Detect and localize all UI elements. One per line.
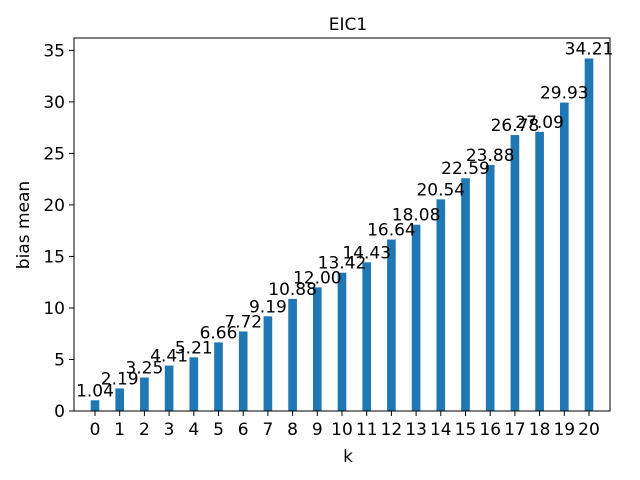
x-tick-label-6: 6	[238, 420, 249, 440]
bar-12	[387, 239, 396, 411]
y-tick-label-35: 35	[43, 41, 65, 61]
bar-18	[535, 131, 544, 411]
data-label-9: 12.00	[293, 268, 342, 288]
data-label-14: 20.54	[416, 180, 465, 200]
chart-title: EIC1	[329, 15, 367, 35]
bar-14	[436, 199, 446, 411]
bar-13	[411, 224, 421, 411]
bar-11	[362, 262, 372, 411]
data-label-17: 26.78	[491, 116, 540, 136]
bar-15	[461, 178, 470, 411]
x-tick-label-13: 13	[405, 420, 427, 440]
data-label-6: 7.72	[224, 312, 262, 332]
x-tick-label-3: 3	[164, 420, 175, 440]
data-label-19: 29.93	[540, 84, 589, 104]
y-tick-label-10: 10	[43, 299, 65, 319]
x-tick-label-0: 0	[90, 420, 101, 440]
data-label-12: 16.64	[367, 221, 416, 241]
bar-17	[510, 135, 520, 411]
x-tick-label-4: 4	[188, 420, 199, 440]
data-label-11: 14.43	[342, 243, 391, 263]
x-axis-label: k	[343, 447, 353, 467]
data-label-13: 18.08	[392, 206, 441, 226]
bar-8	[288, 298, 297, 411]
data-label-7: 9.19	[249, 297, 287, 317]
y-tick-label-30: 30	[43, 93, 65, 113]
x-tick-label-12: 12	[381, 420, 403, 440]
bar-20	[584, 58, 594, 411]
x-tick-label-10: 10	[331, 420, 353, 440]
x-tick-label-16: 16	[479, 420, 501, 440]
x-tick-label-17: 17	[504, 420, 526, 440]
data-label-2: 3.25	[125, 359, 163, 379]
x-tick-label-2: 2	[139, 420, 150, 440]
x-tick-label-14: 14	[430, 420, 452, 440]
y-tick-label-0: 0	[54, 402, 65, 422]
bar-9	[312, 287, 322, 411]
bar-19	[559, 102, 569, 411]
data-label-18: 27.09	[515, 113, 564, 133]
data-labels: 1.042.193.254.415.216.667.729.1910.8812.…	[76, 40, 613, 402]
y-axis-label: bias mean	[14, 181, 34, 269]
data-label-15: 22.59	[441, 159, 490, 179]
x-tick-label-8: 8	[287, 420, 298, 440]
y-tick-label-20: 20	[43, 196, 65, 216]
x-tick-label-1: 1	[114, 420, 125, 440]
bar-0	[90, 400, 100, 411]
x-tick-label-15: 15	[455, 420, 477, 440]
data-label-3: 4.41	[150, 347, 188, 367]
x-tick-label-18: 18	[529, 420, 551, 440]
bars	[90, 58, 594, 411]
x-tick-label-20: 20	[578, 420, 600, 440]
data-label-20: 34.21	[565, 40, 614, 60]
data-label-10: 13.42	[318, 254, 367, 274]
x-axis: 0 1 2 3 4 5 6 7 8 9 10 11 12 13 14 15 16 17 18 19 20	[90, 411, 600, 440]
x-tick-label-9: 9	[312, 420, 323, 440]
x-tick-label-19: 19	[553, 420, 575, 440]
bar-16	[485, 164, 495, 411]
bar-1	[115, 388, 125, 411]
bar-5	[214, 342, 223, 411]
y-tick-label-5: 5	[54, 350, 65, 370]
bar-6	[238, 331, 248, 411]
data-label-5: 6.66	[200, 323, 238, 343]
bar-3	[164, 365, 174, 411]
y-axis: 0 5 10 15 20 25 30 35	[43, 41, 74, 422]
bar-10	[337, 272, 347, 411]
y-tick-label-25: 25	[43, 144, 65, 164]
x-tick-label-5: 5	[213, 420, 224, 440]
data-label-8: 10.88	[268, 280, 317, 300]
plot-frame	[73, 37, 611, 412]
y-tick-label-15: 15	[43, 247, 65, 267]
bar-7	[263, 316, 273, 411]
bar-4	[189, 357, 199, 411]
bar-2	[140, 377, 149, 411]
x-tick-label-7: 7	[262, 420, 273, 440]
x-tick-label-11: 11	[356, 420, 378, 440]
data-label-4: 5.21	[175, 338, 213, 358]
data-label-0: 1.04	[76, 381, 114, 401]
data-label-16: 23.88	[466, 146, 515, 166]
data-label-1: 2.19	[101, 369, 139, 389]
